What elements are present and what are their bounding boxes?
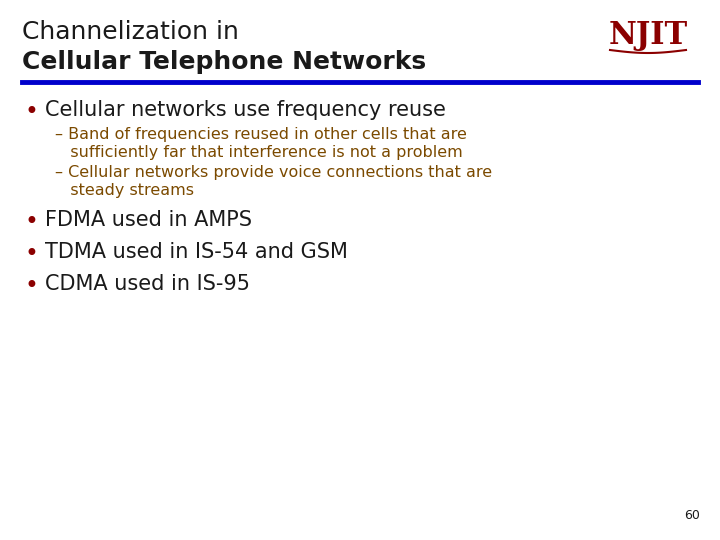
Text: Channelization in: Channelization in	[22, 20, 239, 44]
Text: NJIT: NJIT	[608, 20, 688, 51]
Text: •: •	[25, 210, 39, 234]
Text: – Cellular networks provide voice connections that are: – Cellular networks provide voice connec…	[55, 165, 492, 180]
Text: sufficiently far that interference is not a problem: sufficiently far that interference is no…	[55, 145, 463, 160]
Text: – Band of frequencies reused in other cells that are: – Band of frequencies reused in other ce…	[55, 127, 467, 142]
Text: 60: 60	[684, 509, 700, 522]
Text: •: •	[25, 100, 39, 124]
Text: steady streams: steady streams	[55, 183, 194, 198]
Text: TDMA used in IS-54 and GSM: TDMA used in IS-54 and GSM	[45, 242, 348, 262]
Text: •: •	[25, 242, 39, 266]
Text: FDMA used in AMPS: FDMA used in AMPS	[45, 210, 252, 230]
Text: Cellular networks use frequency reuse: Cellular networks use frequency reuse	[45, 100, 446, 120]
Text: Cellular Telephone Networks: Cellular Telephone Networks	[22, 50, 426, 74]
Text: CDMA used in IS-95: CDMA used in IS-95	[45, 274, 250, 294]
Text: •: •	[25, 274, 39, 298]
